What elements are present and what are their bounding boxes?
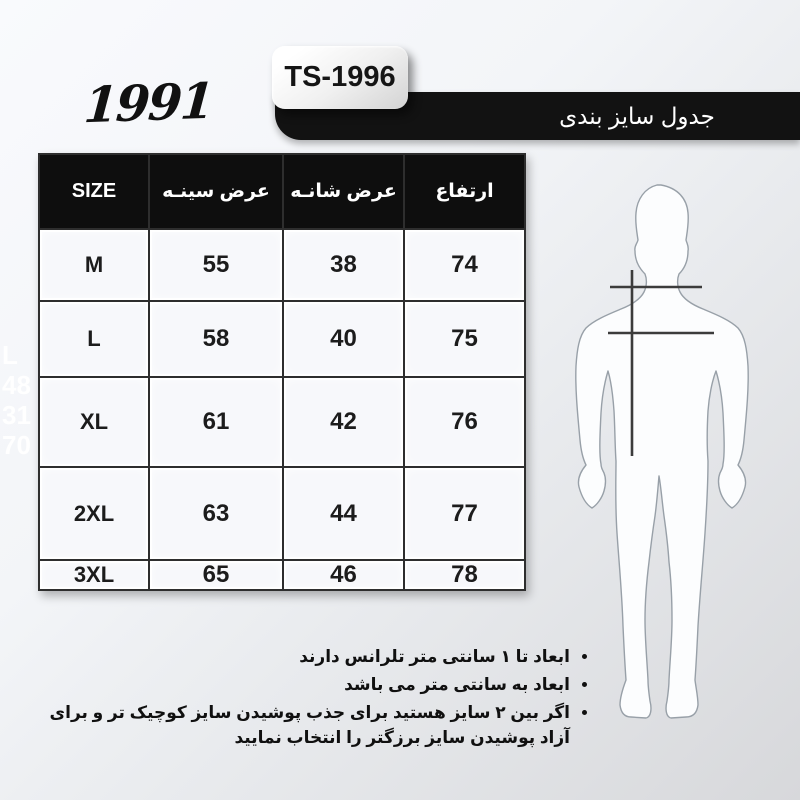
size-table-row: XL 61 42 76: [38, 376, 526, 468]
shoulder-width-cell: 44: [282, 466, 405, 561]
faint-text-line: 48: [2, 370, 31, 400]
shoulder-width-cell: 42: [282, 376, 405, 468]
size-label-cell: 2XL: [38, 466, 150, 561]
chest-width-cell: 63: [148, 466, 284, 561]
shoulder-width-cell: 38: [282, 228, 405, 302]
note-item: ابعاد به سانتی متر می باشد: [22, 672, 570, 697]
height-cell: 74: [403, 228, 526, 302]
height-cell: 75: [403, 300, 526, 378]
column-header-size: SIZE: [38, 153, 150, 230]
chest-width-cell: 65: [148, 559, 284, 591]
male-body-outline-icon: [575, 184, 749, 719]
notes-list: ابعاد تا ۱ سانتی متر تلرانس دارند ابعاد …: [22, 644, 594, 753]
height-cell: 78: [403, 559, 526, 591]
size-label-cell: L: [38, 300, 150, 378]
faint-text-line: 70: [2, 430, 31, 460]
size-table-header-row: SIZE عرض سینـه عرض شانـه ارتفاع: [38, 153, 526, 230]
product-code-badge: TS-1996: [272, 46, 408, 109]
size-label-cell: 3XL: [38, 559, 150, 591]
page-title: جدول سایز بندی: [559, 103, 715, 129]
note-item: ابعاد تا ۱ سانتی متر تلرانس دارند: [22, 644, 570, 669]
shoulder-width-cell: 40: [282, 300, 405, 378]
size-table-row: L 58 40 75: [38, 300, 526, 378]
column-header-height: ارتفاع: [403, 153, 526, 230]
brand-logo: 1991: [82, 71, 215, 135]
product-code: TS-1996: [284, 61, 396, 93]
chest-width-cell: 58: [148, 300, 284, 378]
measurement-lines: [608, 270, 714, 456]
height-cell: 77: [403, 466, 526, 561]
height-cell: 76: [403, 376, 526, 468]
title-bar: جدول سایز بندی: [275, 92, 800, 140]
size-table-row: 3XL 65 46 78: [38, 559, 526, 591]
size-label-cell: M: [38, 228, 150, 302]
column-header-shoulder-width: عرض شانـه: [282, 153, 405, 230]
note-item: اگر بین ۲ سایز هستید برای جذب پوشیدن سای…: [22, 700, 570, 750]
size-table: SIZE عرض سینـه عرض شانـه ارتفاع M 55 38 …: [38, 153, 526, 591]
size-table-row: M 55 38 74: [38, 228, 526, 302]
size-table-row: 2XL 63 44 77: [38, 466, 526, 561]
shoulder-width-cell: 46: [282, 559, 405, 591]
column-header-chest-width: عرض سینـه: [148, 153, 284, 230]
size-label-cell: XL: [38, 376, 150, 468]
body-outline-path: [575, 184, 749, 719]
body-figure: [540, 148, 790, 773]
chest-width-cell: 55: [148, 228, 284, 302]
chest-width-cell: 61: [148, 376, 284, 468]
faint-side-measurements: L 48 31 70: [2, 340, 42, 460]
faint-text-line: L: [2, 340, 18, 370]
faint-text-line: 31: [2, 400, 31, 430]
size-table-body: M 55 38 74 L 58 40 75 XL 61 42 76: [38, 228, 526, 591]
